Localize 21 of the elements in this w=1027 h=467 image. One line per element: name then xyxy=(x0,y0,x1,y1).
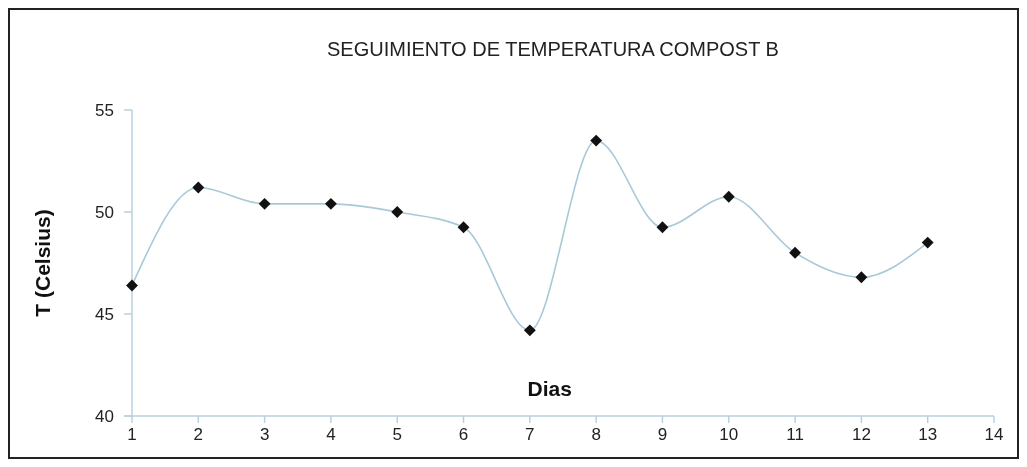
x-tick-label: 5 xyxy=(392,425,402,444)
y-tick-label: 45 xyxy=(95,304,114,324)
x-tick-label: 4 xyxy=(326,425,336,444)
x-tick-label: 10 xyxy=(719,425,739,444)
chart-title: SEGUIMIENTO DE TEMPERATURA COMPOST B xyxy=(327,38,779,60)
y-tick-label: 50 xyxy=(95,202,114,222)
x-tick-label: 6 xyxy=(458,425,469,444)
x-tick-label: 13 xyxy=(918,425,938,444)
x-tick-label: 1 xyxy=(127,425,137,444)
x-tick-label: 11 xyxy=(786,425,804,444)
x-axis-title: Dias xyxy=(527,377,572,400)
x-tick-label: 14 xyxy=(984,425,1004,444)
y-axis-title: T (Celsius) xyxy=(31,209,54,317)
y-tick-label: 40 xyxy=(95,406,114,426)
x-tick-label: 7 xyxy=(525,425,535,444)
x-tick-label: 8 xyxy=(591,425,601,444)
x-tick-label: 12 xyxy=(851,425,871,444)
y-tick-label: 55 xyxy=(95,100,114,120)
x-tick-label: 3 xyxy=(259,425,270,444)
x-tick-label: 9 xyxy=(657,425,668,444)
x-tick-label: 2 xyxy=(193,425,204,444)
